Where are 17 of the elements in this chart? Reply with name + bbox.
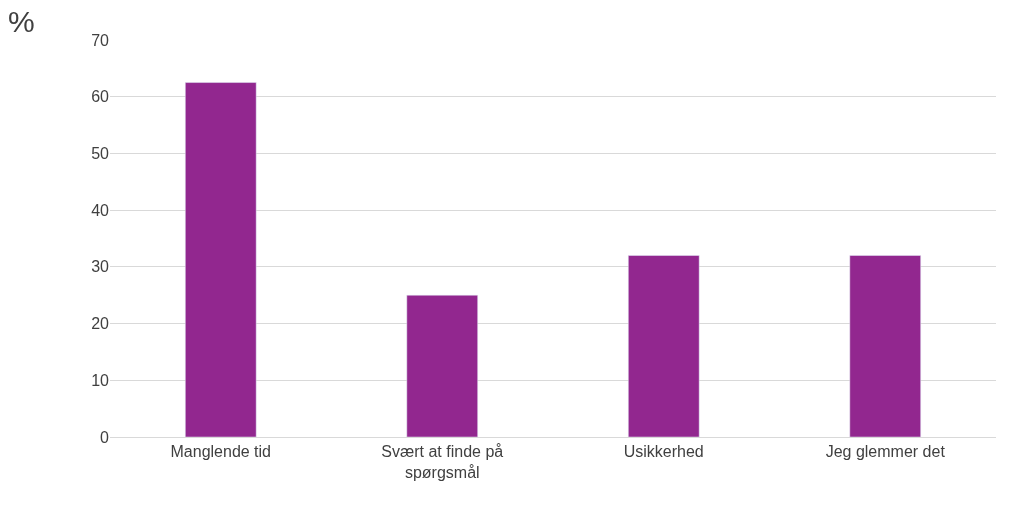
y-tick-label: 60 xyxy=(91,88,110,106)
y-tick-label: 30 xyxy=(91,258,110,276)
x-tick-label: Svært at finde på spørgsmål xyxy=(381,443,504,481)
bar xyxy=(628,255,700,437)
y-tick-label: 20 xyxy=(91,315,110,333)
y-tick-label: 0 xyxy=(100,428,110,446)
bar xyxy=(185,82,257,437)
x-tick-label: Jeg glemmer det xyxy=(825,443,946,461)
x-tick-label: Usikkerhed xyxy=(623,443,704,461)
y-axis-title: % xyxy=(8,5,35,38)
y-tick-label: 10 xyxy=(91,371,110,389)
x-tick-label: Manglende tid xyxy=(170,443,272,461)
y-tick-label: 50 xyxy=(91,145,110,163)
y-tick-label: 40 xyxy=(91,201,110,219)
bar xyxy=(849,255,921,437)
y-tick-label: 70 xyxy=(91,31,110,49)
bar xyxy=(406,294,478,437)
